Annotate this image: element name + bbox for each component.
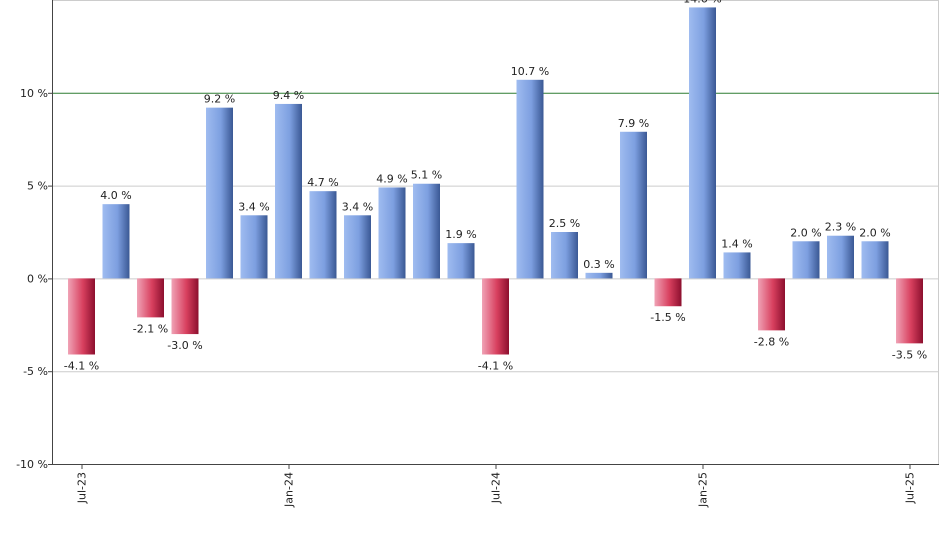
data-label-Nov-23: 9.2 % <box>204 93 235 106</box>
x-tick-label-Jul-25: Jul-25 <box>904 472 917 504</box>
bar-Apr-25 <box>792 241 820 279</box>
data-label-Jul-25: -3.5 % <box>892 348 927 361</box>
bar-Jul-24 <box>482 278 509 355</box>
bar-Feb-24 <box>309 191 337 279</box>
bar-Aug-23 <box>102 204 130 279</box>
bar-Nov-24 <box>620 131 647 279</box>
data-label-Aug-23: 4.0 % <box>100 189 131 202</box>
data-label-Jan-25: 14.6 % <box>683 0 721 5</box>
axes: -10 % -5 % 0 % 5 % 10 % Jul-23 Jan-24 Jul-24 Jan… <box>16 0 939 508</box>
bar-Oct-24 <box>585 272 613 279</box>
bar-Jul-23 <box>68 278 95 355</box>
y-tick-label: -10 % <box>16 458 48 471</box>
bar-Mar-24 <box>344 215 371 279</box>
data-label-Sep-24: 2.5 % <box>549 217 580 230</box>
y-tick-label: 5 % <box>27 180 48 193</box>
data-label-Apr-25: 2.0 % <box>790 226 821 239</box>
data-label-Feb-24: 4.7 % <box>307 176 338 189</box>
y-tick-label: -5 % <box>23 365 48 378</box>
bar-Dec-24 <box>654 278 682 307</box>
data-label-May-25: 2.3 % <box>825 221 856 234</box>
data-label-Jan-24: 9.4 % <box>273 89 304 102</box>
bar-Mar-25 <box>758 278 785 331</box>
bar-May-24 <box>413 183 440 279</box>
data-label-Mar-25: -2.8 % <box>754 335 789 348</box>
data-label-Jun-25: 2.0 % <box>859 226 890 239</box>
bar-Dec-23 <box>240 215 268 279</box>
bar-Oct-23 <box>171 278 199 335</box>
data-label-Nov-24: 7.9 % <box>618 117 649 130</box>
data-label-Dec-23: 3.4 % <box>238 200 269 213</box>
data-label-Mar-24: 3.4 % <box>342 200 373 213</box>
bar-Sep-24 <box>551 232 578 279</box>
bar-May-25 <box>827 235 854 279</box>
bar-Nov-23 <box>206 107 233 279</box>
data-labels: -4.1 % 4.0 % -2.1 % -3.0 % 9.2 % 3.4 % 9.4 % 4.… <box>64 0 927 372</box>
y-tick-label: 10 % <box>20 87 48 100</box>
bar-Jul-25 <box>896 278 923 344</box>
bar-Jan-24 <box>275 103 302 279</box>
bar-Jan-25 <box>689 7 716 279</box>
data-label-May-24: 5.1 % <box>411 169 442 182</box>
data-label-Oct-24: 0.3 % <box>583 258 614 271</box>
data-label-Jun-24: 1.9 % <box>445 228 476 241</box>
x-tick-label-Jul-24: Jul-24 <box>490 472 503 504</box>
data-label-Sep-23: -2.1 % <box>133 322 168 335</box>
data-label-Jul-23: -4.1 % <box>64 359 99 372</box>
bar-Feb-25 <box>723 252 751 279</box>
bar-Aug-24 <box>516 79 544 279</box>
data-label-Apr-24: 4.9 % <box>376 172 407 185</box>
data-label-Jul-24: -4.1 % <box>478 359 513 372</box>
x-tick-label-Jul-23: Jul-23 <box>76 472 89 504</box>
bar-Sep-23 <box>137 278 164 318</box>
data-label-Oct-23: -3.0 % <box>167 339 202 352</box>
data-label-Feb-25: 1.4 % <box>721 237 752 250</box>
data-label-Dec-24: -1.5 % <box>650 311 685 324</box>
bars <box>68 7 923 355</box>
y-tick-label: 0 % <box>27 272 48 285</box>
bar-Apr-24 <box>378 187 406 279</box>
bar-Jun-25 <box>861 241 889 279</box>
x-tick-label-Jan-24: Jan-24 <box>283 472 296 508</box>
x-tick-label-Jan-25: Jan-25 <box>697 472 710 508</box>
data-label-Aug-24: 10.7 % <box>511 65 549 78</box>
bar-Jun-24 <box>447 243 475 279</box>
